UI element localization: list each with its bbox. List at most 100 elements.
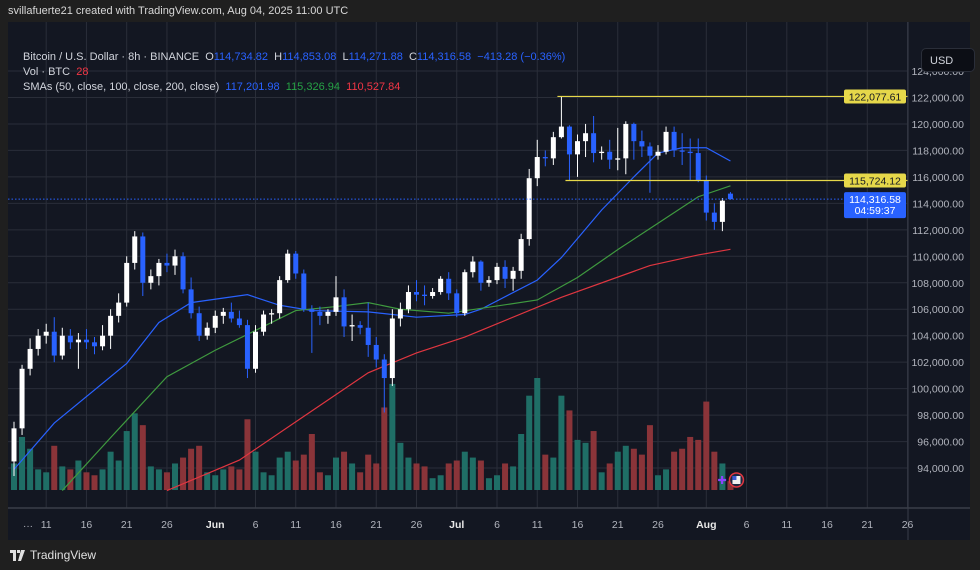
candle-body xyxy=(108,315,114,336)
close-label: C xyxy=(408,51,417,63)
volume-bar xyxy=(485,478,492,490)
candle-body xyxy=(164,262,170,266)
volume-bar xyxy=(59,466,66,490)
time-axis-label: 6 xyxy=(494,519,500,531)
volume-bar xyxy=(341,451,348,490)
volume-bar xyxy=(11,463,17,490)
volume-bar xyxy=(228,466,235,490)
open-label: O xyxy=(205,51,214,63)
time-axis-label: 16 xyxy=(821,519,833,531)
volume-bar xyxy=(147,466,154,490)
candle-body xyxy=(663,131,669,152)
candle-body xyxy=(228,311,234,319)
close-value: 114,316.58 xyxy=(416,51,472,63)
volume-bar xyxy=(357,472,364,490)
volume-bar xyxy=(196,445,203,490)
candle-body xyxy=(204,327,210,336)
volume-bar xyxy=(252,451,259,490)
time-axis-label: 21 xyxy=(370,519,382,531)
time-axis-label: 11 xyxy=(781,519,792,531)
volume-bar xyxy=(99,469,106,490)
candle-body xyxy=(526,178,532,240)
candle-body xyxy=(75,339,81,343)
time-axis-label: Jul xyxy=(449,519,464,531)
candle-body xyxy=(518,239,524,271)
price-axis-label: 112,000.00 xyxy=(912,225,964,237)
volume-bar xyxy=(526,395,533,490)
candle-body xyxy=(11,428,17,462)
volume-bar xyxy=(421,466,428,490)
volume-bar xyxy=(35,469,42,490)
volume-bar xyxy=(212,475,219,490)
candle-body xyxy=(365,327,371,345)
candle-body xyxy=(679,150,685,152)
candle-body xyxy=(51,331,57,356)
volume-bar xyxy=(711,451,718,490)
volume-bar xyxy=(445,463,452,490)
candle-body xyxy=(607,151,613,160)
volume-bar xyxy=(494,475,500,490)
time-axis-label: 21 xyxy=(121,519,133,531)
candle-body xyxy=(615,158,621,160)
volume-bar xyxy=(542,454,549,490)
volume-bar xyxy=(139,425,146,490)
volume-bar xyxy=(172,463,178,490)
price-axis-label: 118,000.00 xyxy=(912,145,964,157)
volume-label[interactable]: Vol · BTC xyxy=(23,66,71,78)
candle-body xyxy=(462,272,468,314)
high-label: H xyxy=(274,51,283,63)
time-axis-label: Aug xyxy=(696,519,716,531)
candle-body xyxy=(212,315,218,328)
price-axis-label: 108,000.00 xyxy=(911,278,964,290)
candle-body xyxy=(438,278,444,293)
candle-body xyxy=(446,278,452,294)
candle-body xyxy=(583,133,589,142)
volume-bar xyxy=(333,457,339,490)
time-axis-label: 11 xyxy=(290,519,301,531)
candle-body xyxy=(422,294,428,296)
chart-legend: Bitcoin / U.S. Dollar · 8h · BINANCE O 11… xyxy=(23,50,565,95)
candle-body xyxy=(397,309,403,319)
candle-body xyxy=(261,314,267,332)
price-chart[interactable]: ✚124,000.00122,000.00120,000.00118,000.0… xyxy=(8,22,970,540)
price-axis-label: 122,000.00 xyxy=(911,92,964,104)
volume-bar xyxy=(453,460,460,490)
chart-panel[interactable]: ✚124,000.00122,000.00120,000.00118,000.0… xyxy=(8,22,975,540)
volume-bar xyxy=(83,472,90,490)
footer-brand[interactable]: TradingView xyxy=(10,548,96,562)
change-value: −413.28 (−0.36%) xyxy=(477,51,566,63)
time-axis-label: 6 xyxy=(253,519,259,531)
price-axis-label: 110,000.00 xyxy=(912,251,964,263)
sma50-value: 117,201.98 xyxy=(225,81,280,93)
sma200-value: 110,527.84 xyxy=(346,81,401,93)
candle-body xyxy=(67,335,73,343)
candle-body xyxy=(478,261,484,283)
tradingview-logo-icon xyxy=(10,549,25,561)
candle-body xyxy=(639,141,645,147)
high-value: 114,853.08 xyxy=(282,51,337,63)
sma100-value: 115,326.94 xyxy=(285,81,341,93)
candle-body xyxy=(19,368,25,429)
volume-bar xyxy=(381,407,388,490)
candle-body xyxy=(188,289,194,314)
volume-bar xyxy=(67,469,74,490)
countdown-label: 04:59:37 xyxy=(855,205,896,217)
candle-body xyxy=(534,157,540,179)
symbol-title[interactable]: Bitcoin / U.S. Dollar · 8h · BINANCE xyxy=(23,51,200,63)
plot-area xyxy=(8,22,908,508)
candle-body xyxy=(494,266,500,281)
candle-body xyxy=(325,311,331,316)
time-axis-label: 11 xyxy=(532,519,543,531)
volume-bar xyxy=(727,481,734,490)
sma100-line xyxy=(61,185,731,491)
candle-body xyxy=(430,292,436,296)
volume-bar xyxy=(502,463,509,490)
currency-button[interactable]: USD xyxy=(921,48,975,72)
sma-label[interactable]: SMAs (50, close, 100, close, 200, close) xyxy=(23,81,220,93)
candle-body xyxy=(357,325,363,328)
volume-bar xyxy=(461,451,468,490)
candle-body xyxy=(647,146,653,156)
more-options-icon[interactable]: ··· xyxy=(23,521,33,532)
candle-body xyxy=(373,344,379,360)
time-axis-label: 26 xyxy=(652,519,664,531)
